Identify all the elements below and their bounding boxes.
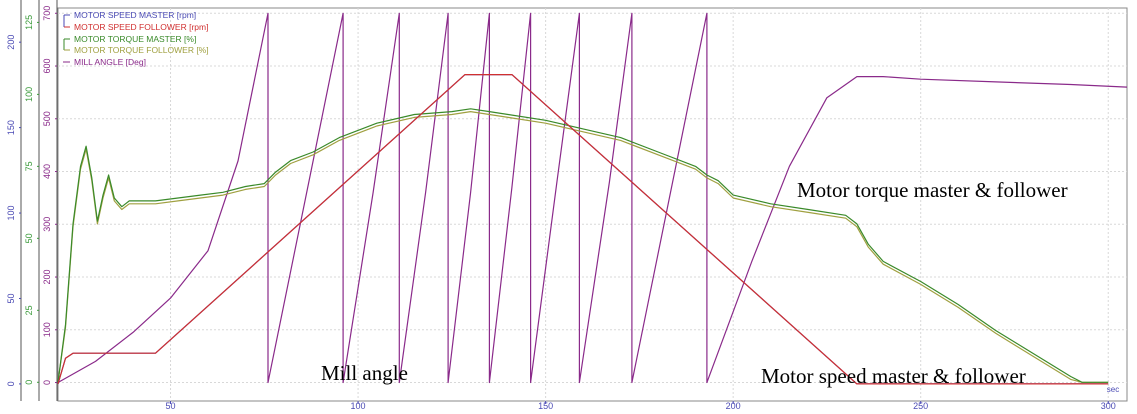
x-tick-label: 150 (538, 401, 553, 409)
series-line-mill-angle-deg (57, 12, 1128, 384)
legend-item-motor-speed-master: MOTOR SPEED MASTER [rpm] (74, 10, 196, 20)
grid-layer (58, 8, 1127, 401)
speed-axis-tick-label: 50 (6, 293, 16, 303)
speed-axis-tick-label: 0 (6, 381, 16, 386)
torque-axis-tick-label: 100 (24, 87, 34, 102)
torque-axis-tick-label: 50 (24, 233, 34, 243)
legend-item-motor-torque-master: MOTOR TORQUE MASTER [%] (74, 34, 196, 44)
legend-bracket-torque (63, 38, 70, 51)
speed-axis-tick-label: 200 (6, 35, 16, 50)
x-unit-label: sec (1107, 385, 1119, 394)
legend-item-mill-angle: MILL ANGLE [Deg] (74, 57, 146, 67)
legend-bracket-speed (63, 14, 70, 28)
angle-axis-tick-label: 700 (42, 6, 52, 21)
torque-axis-tick-label: 0 (24, 380, 34, 385)
speed-axis-tick-label: 150 (6, 120, 16, 135)
series-layer (57, 12, 1128, 385)
angle-axis-tick-label: 400 (42, 164, 52, 179)
axis-strip-background (0, 0, 58, 401)
x-tick-label: 50 (166, 401, 176, 409)
x-tick-label: 100 (351, 401, 366, 409)
speed-axis-tick-label: 100 (6, 206, 16, 221)
annotation-speed: Motor speed master & follower (761, 364, 1026, 388)
angle-axis-tick-label: 500 (42, 111, 52, 126)
angle-axis-tick-label: 300 (42, 217, 52, 232)
angle-axis-tick-label: 100 (42, 322, 52, 337)
legend[interactable]: MOTOR SPEED MASTER [rpm] MOTOR SPEED FOL… (63, 10, 209, 67)
series-line-motor-torque-follower (57, 110, 1109, 383)
legend-item-motor-speed-follower: MOTOR SPEED FOLLOWER [rpm] (74, 22, 208, 32)
series-line-motor-torque-master (57, 108, 1109, 383)
torque-axis-tick-label: 75 (24, 161, 34, 171)
annotation-mill-angle: Mill angle (321, 361, 408, 385)
y-ticks-layer: 0 50 100 150 200 0 25 50 75 100 125 0 100 200 300 400 50… (6, 6, 57, 386)
angle-axis-tick-label: 600 (42, 59, 52, 74)
x-tick-label: 250 (913, 401, 928, 409)
x-tick-label: 200 (726, 401, 741, 409)
plot-area (57, 7, 1128, 402)
torque-axis-tick-label: 125 (24, 15, 34, 30)
angle-axis-tick-label: 200 (42, 270, 52, 285)
torque-axis-tick-label: 25 (24, 305, 34, 315)
x-ticks-layer: 50 100 150 200 250 300 (166, 401, 1116, 411)
series-line-motor-speed-follower-rpm (57, 73, 1109, 385)
legend-item-motor-torque-follower: MOTOR TORQUE FOLLOWER [%] (74, 45, 209, 55)
x-tick-label: 300 (1101, 401, 1116, 409)
angle-axis-tick-label: 0 (42, 380, 52, 385)
annotation-torque: Motor torque master & follower (797, 178, 1068, 202)
